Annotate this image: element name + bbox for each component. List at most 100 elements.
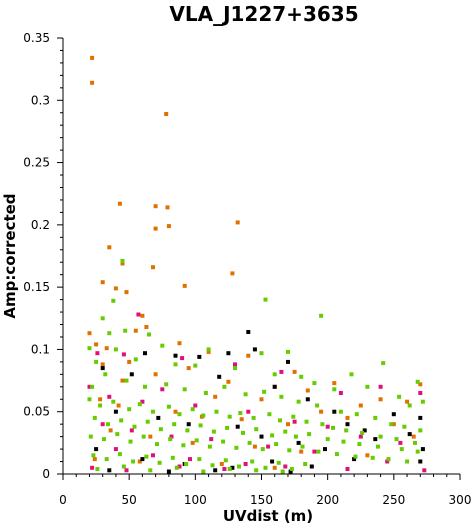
data-point xyxy=(194,438,199,443)
data-point xyxy=(102,437,106,442)
data-point xyxy=(129,428,134,433)
data-point xyxy=(325,424,330,429)
data-point xyxy=(365,384,370,389)
data-point xyxy=(197,457,202,462)
data-point xyxy=(88,434,93,439)
data-point xyxy=(137,459,142,464)
data-point xyxy=(270,459,275,464)
data-point xyxy=(169,434,174,439)
data-point xyxy=(100,280,105,285)
data-point xyxy=(182,387,187,392)
data-point xyxy=(420,399,425,404)
data-point xyxy=(137,402,142,407)
data-point xyxy=(113,347,118,352)
series-0 xyxy=(87,55,423,470)
data-point xyxy=(239,417,244,422)
y-ticks: 0 0.05 0.1 0.15 0.2 0.25 0.3 0.35 xyxy=(23,31,63,481)
data-point xyxy=(188,457,192,462)
data-point xyxy=(360,430,365,435)
x-tick-label: 50 xyxy=(122,493,137,507)
data-point xyxy=(373,437,378,442)
data-point xyxy=(304,419,309,424)
data-point xyxy=(91,453,96,458)
data-point xyxy=(90,384,95,389)
data-point xyxy=(341,439,346,444)
data-point xyxy=(407,403,412,408)
data-point xyxy=(100,362,105,367)
data-point xyxy=(312,449,317,454)
data-point xyxy=(280,469,285,474)
data-point xyxy=(254,468,259,473)
data-point xyxy=(405,459,410,464)
data-point xyxy=(104,457,109,462)
data-point xyxy=(270,433,275,438)
data-point xyxy=(246,409,251,414)
data-point xyxy=(186,366,191,371)
data-point xyxy=(223,458,228,463)
data-point xyxy=(129,372,134,377)
chart-title: VLA_J1227+3635 xyxy=(169,2,358,26)
data-point xyxy=(166,224,171,229)
data-point xyxy=(415,449,420,454)
data-point xyxy=(391,412,396,417)
data-point xyxy=(296,399,301,404)
data-point xyxy=(164,382,169,387)
data-point xyxy=(230,465,235,470)
data-point xyxy=(151,453,155,458)
data-point xyxy=(289,467,294,471)
data-point xyxy=(172,422,177,427)
data-point xyxy=(207,444,212,449)
data-point xyxy=(354,412,359,417)
data-point xyxy=(399,447,404,452)
data-point xyxy=(422,468,427,473)
data-point xyxy=(299,449,304,454)
data-point xyxy=(332,381,337,386)
data-point xyxy=(235,220,240,225)
data-point xyxy=(206,347,211,352)
data-point xyxy=(405,399,410,404)
data-point xyxy=(309,464,314,469)
data-point xyxy=(157,460,162,465)
data-point xyxy=(378,434,383,439)
data-point xyxy=(305,388,310,393)
data-point xyxy=(121,352,126,357)
data-point xyxy=(206,349,211,354)
data-point xyxy=(116,403,121,408)
data-point xyxy=(148,434,153,439)
data-point xyxy=(274,442,279,447)
data-point xyxy=(222,384,227,389)
data-point xyxy=(221,439,226,444)
data-point xyxy=(94,359,99,364)
data-point xyxy=(260,447,265,452)
data-point xyxy=(325,437,330,442)
data-point xyxy=(160,387,165,392)
data-point xyxy=(177,341,182,346)
data-point xyxy=(234,445,239,450)
data-point xyxy=(140,313,145,318)
data-point xyxy=(420,447,425,452)
data-point xyxy=(272,465,277,470)
data-point xyxy=(259,351,264,356)
x-tick-label: 250 xyxy=(382,493,405,507)
data-point xyxy=(243,392,248,397)
data-point xyxy=(156,415,161,420)
data-point xyxy=(92,415,97,420)
data-point xyxy=(389,422,394,427)
data-point xyxy=(143,351,147,356)
data-point xyxy=(164,112,169,116)
data-point xyxy=(358,403,363,408)
data-point xyxy=(286,349,290,354)
data-point xyxy=(165,205,170,210)
data-point xyxy=(98,397,103,402)
data-point xyxy=(398,440,403,445)
data-point xyxy=(283,464,288,469)
data-point xyxy=(92,457,97,462)
y-tick-label: 0.05 xyxy=(23,405,50,419)
data-point xyxy=(120,261,125,266)
data-point xyxy=(300,444,305,449)
data-point xyxy=(332,387,337,392)
data-point xyxy=(87,331,92,336)
data-point xyxy=(305,397,310,402)
data-point xyxy=(385,459,390,464)
